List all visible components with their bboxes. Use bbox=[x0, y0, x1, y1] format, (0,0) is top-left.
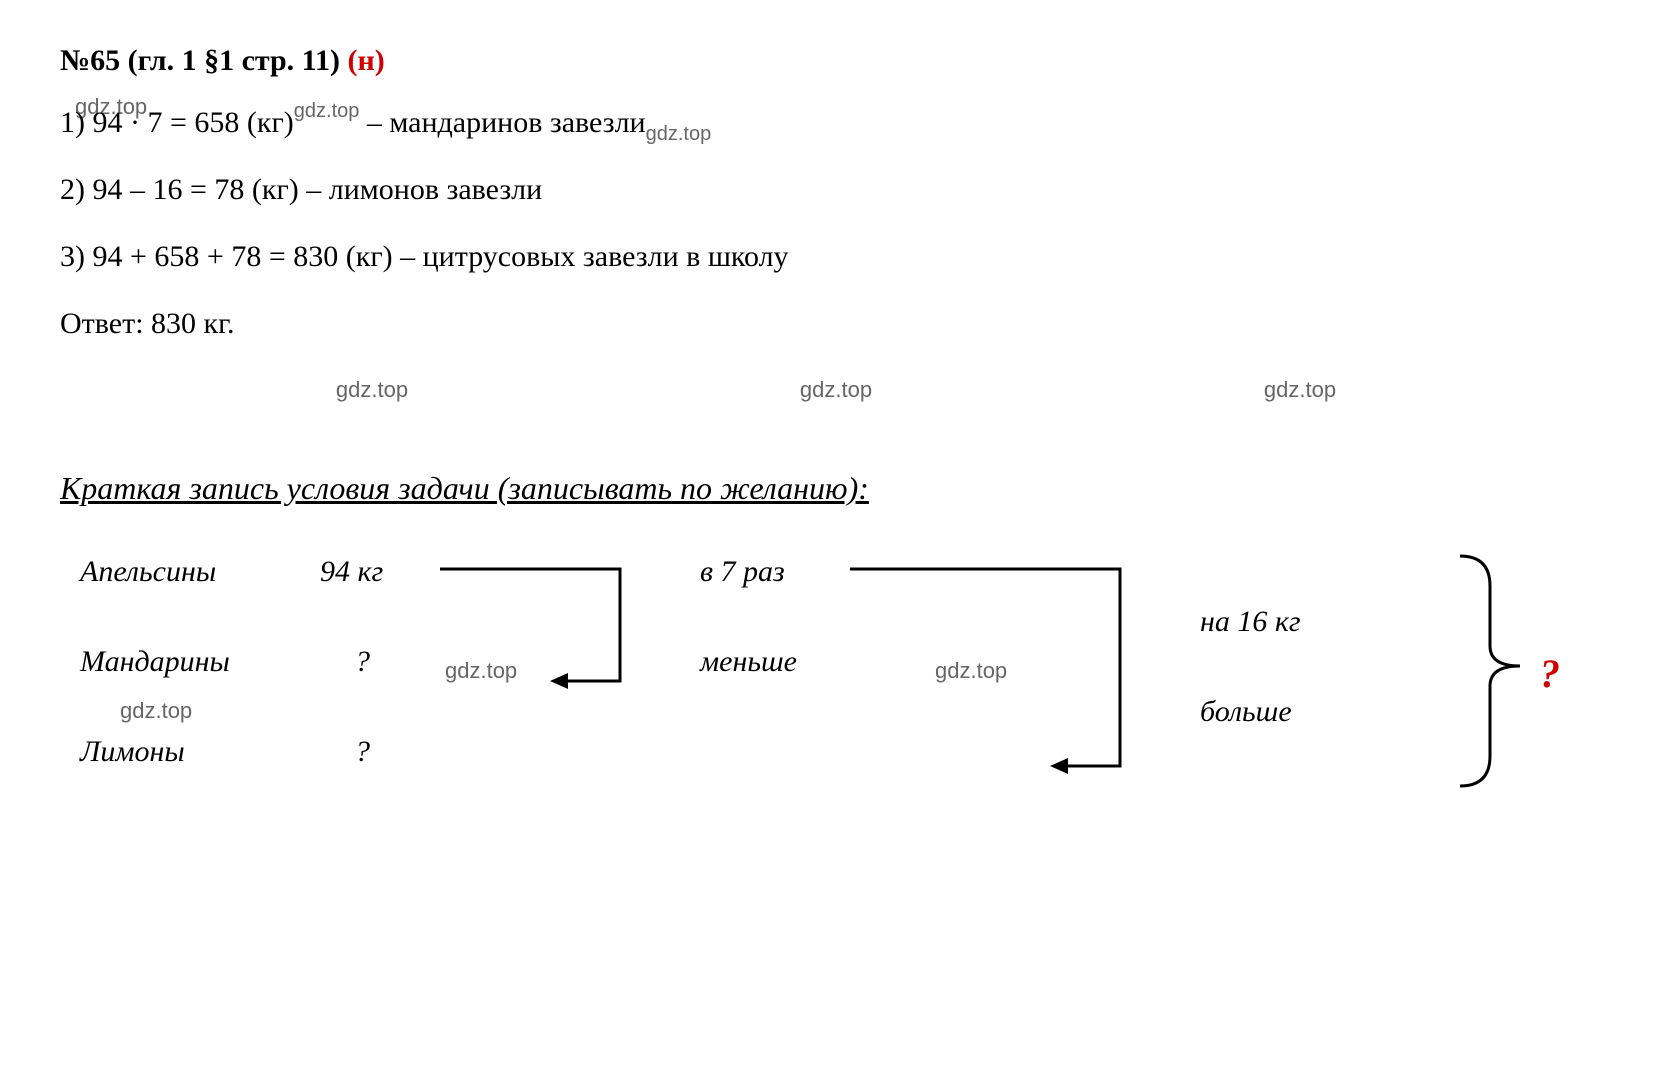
step2-text: 2) 94 – 16 = 78 (кг) – лимонов завезли bbox=[60, 173, 542, 206]
solution-step-1: 1) 94 · 7 = 658 (кг)gdz.top – мандаринов… bbox=[60, 102, 1612, 144]
solution-answer: Ответ: 830 кг. bbox=[60, 303, 1612, 345]
question-mark: ? bbox=[1540, 646, 1560, 702]
answer-text: Ответ: 830 кг. bbox=[60, 307, 235, 340]
solution-step-3: 3) 94 + 658 + 78 = 830 (кг) – цитрусовых… bbox=[60, 236, 1612, 278]
row-2-label: Мандарины bbox=[80, 641, 230, 683]
watermark: gdz.top bbox=[336, 375, 408, 406]
watermark-row: gdz.top gdz.top gdz.top bbox=[60, 375, 1612, 406]
row-1-label: Апельсины bbox=[80, 551, 216, 593]
watermark: gdz.top bbox=[800, 375, 872, 406]
row-2-value: ? bbox=[355, 641, 370, 683]
step3-text: 3) 94 + 658 + 78 = 830 (кг) – цитрусовых… bbox=[60, 240, 789, 273]
row-1-value: 94 кг bbox=[320, 551, 383, 593]
watermark: gdz.top bbox=[294, 100, 360, 122]
problem-header: №65 (гл. 1 §1 стр. 11) (н) bbox=[60, 40, 1612, 82]
row-3-value: ? bbox=[355, 731, 370, 773]
note1-line2: меньше bbox=[700, 641, 797, 683]
step1-desc: – мандаринов завезли bbox=[359, 106, 645, 139]
note1-line1: в 7 раз bbox=[700, 551, 785, 593]
watermark: gdz.top bbox=[120, 696, 192, 727]
solution-step-2: 2) 94 – 16 = 78 (кг) – лимонов завезли bbox=[60, 169, 1612, 211]
brief-title: Краткая запись условия задачи (записыват… bbox=[60, 466, 1612, 511]
note2-line2: больше bbox=[1200, 691, 1292, 733]
diagram-arrows bbox=[60, 541, 1610, 821]
watermark: gdz.top bbox=[1264, 375, 1336, 406]
problem-suffix: (н) bbox=[348, 44, 385, 77]
watermark: gdz.top bbox=[935, 656, 1007, 687]
watermark: gdz.top bbox=[646, 123, 712, 145]
step1-calc: 1) 94 · 7 = 658 (кг) bbox=[60, 106, 294, 139]
watermark: gdz.top bbox=[445, 656, 517, 687]
note2-line1: на 16 кг bbox=[1200, 601, 1301, 643]
problem-number: №65 bbox=[60, 44, 120, 77]
row-3-label: Лимоны bbox=[80, 731, 185, 773]
problem-diagram: Апельсины 94 кг Мандарины ? Лимоны ? в 7… bbox=[60, 541, 1612, 821]
problem-reference: (гл. 1 §1 стр. 11) bbox=[128, 44, 340, 77]
